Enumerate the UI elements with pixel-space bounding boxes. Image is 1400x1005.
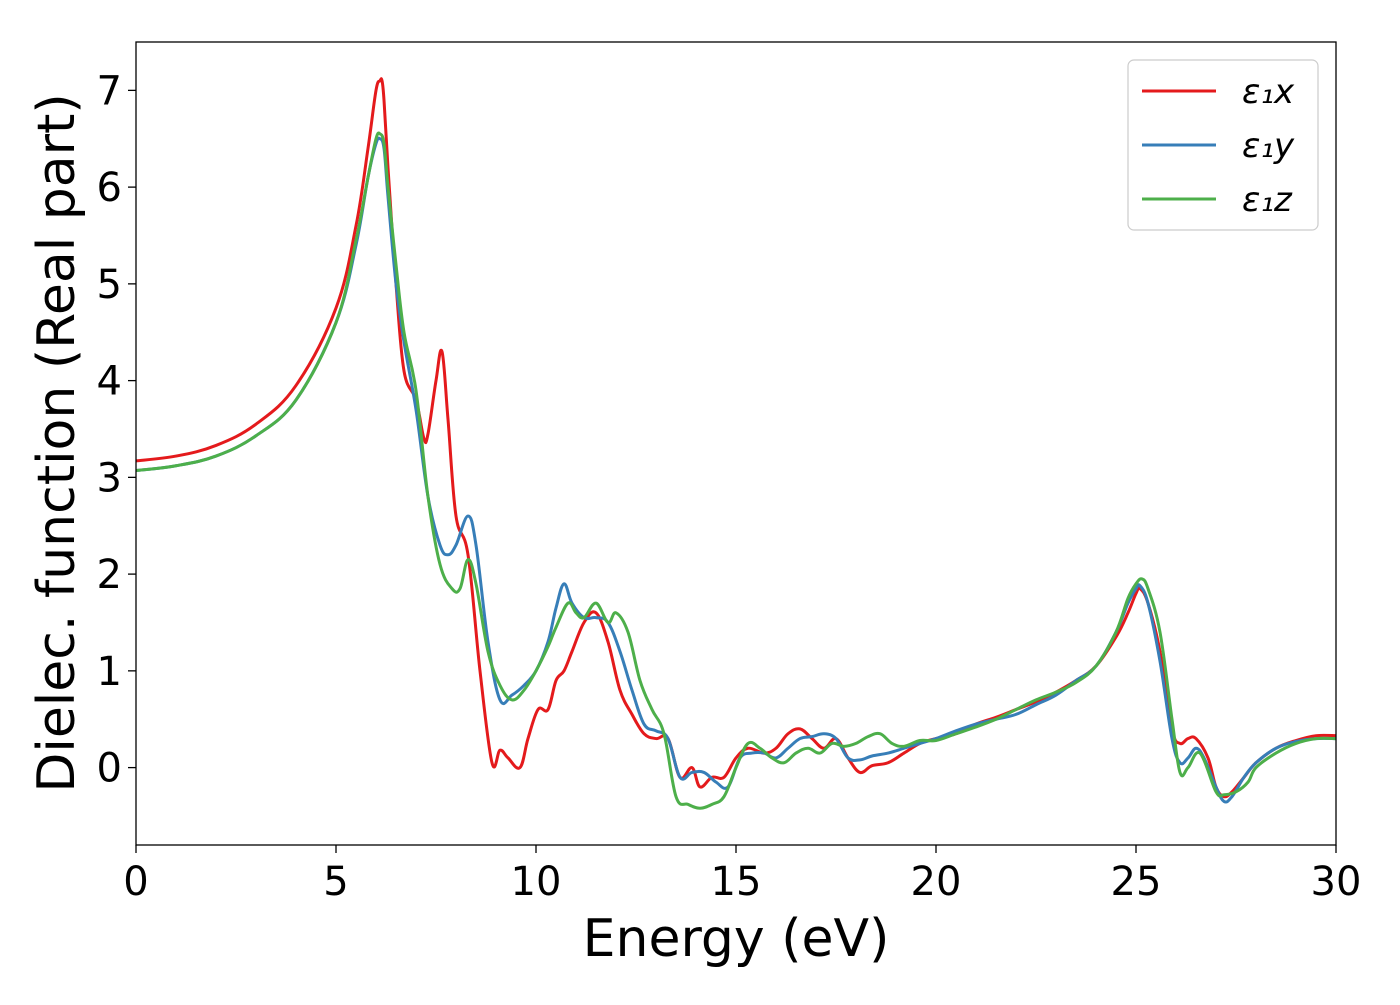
x-tick-label: 10	[511, 859, 562, 905]
x-axis-title: Energy (eV)	[583, 909, 890, 969]
x-tick-label: 20	[911, 859, 962, 905]
legend-label-2: ε₁y	[1242, 126, 1295, 166]
legend: ε₁x ε₁y ε₁z	[1127, 59, 1319, 231]
legend-label-3: ε₁z	[1242, 180, 1293, 220]
legend-label-1: ε₁x	[1242, 72, 1295, 112]
y-tick-label: 3	[97, 455, 122, 501]
y-axis-ticks: 0 1 2 3 4 5 6 7	[97, 68, 136, 792]
legend-box	[1127, 59, 1319, 231]
y-tick-label: 6	[97, 165, 122, 211]
y-tick-label: 5	[97, 262, 122, 308]
y-tick-label: 7	[97, 68, 122, 114]
x-tick-label: 30	[1311, 859, 1362, 905]
x-tick-label: 5	[323, 859, 348, 905]
series-layer	[136, 77, 1336, 810]
y-tick-label: 4	[97, 359, 122, 405]
x-axis-ticks: 0 5 10 15 20 25 30	[123, 845, 1361, 905]
series-line-2	[136, 136, 1336, 804]
x-tick-label: 25	[1111, 859, 1162, 905]
y-tick-label: 2	[97, 552, 122, 598]
y-axis-title: Dielec. function (Real part)	[27, 93, 87, 792]
series-line-3	[136, 131, 1336, 810]
x-tick-label: 0	[123, 859, 148, 905]
y-tick-label: 0	[97, 746, 122, 792]
x-tick-label: 15	[711, 859, 762, 905]
y-tick-label: 1	[97, 649, 122, 695]
